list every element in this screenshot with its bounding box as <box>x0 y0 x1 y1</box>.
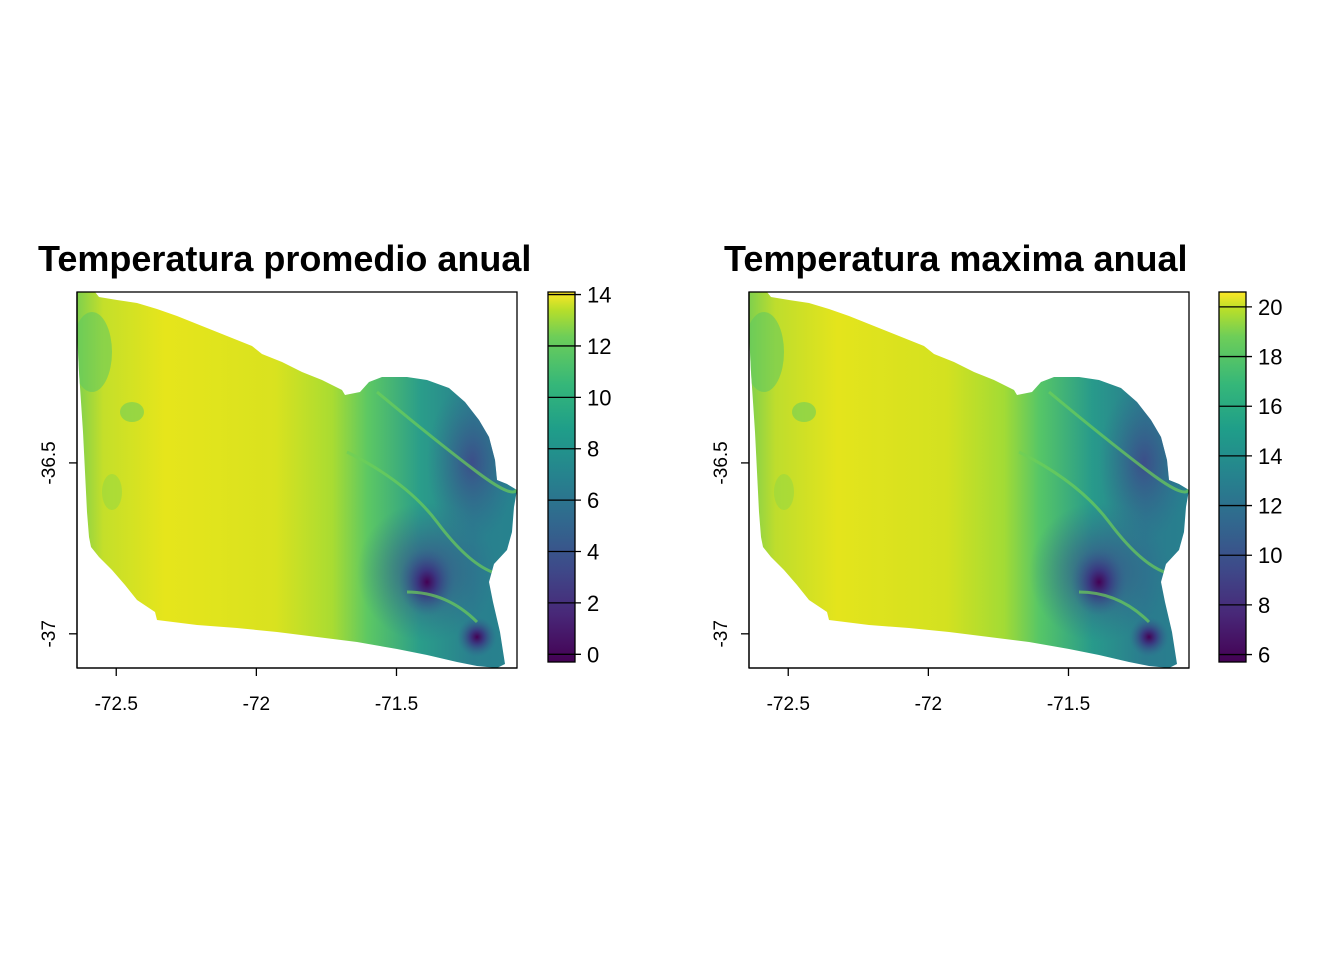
legend-tick-label: 2 <box>587 591 599 616</box>
panel-title: Temperatura promedio anual <box>38 238 531 279</box>
legend-tick-label: 14 <box>587 283 611 308</box>
y-axis: -36.5 -37 <box>711 292 750 668</box>
legend-tick-label: 18 <box>1258 345 1282 370</box>
legend-tick-label: 8 <box>587 437 599 462</box>
legend-tick-label: 16 <box>1258 394 1282 419</box>
legend-tick-label: 8 <box>1258 593 1270 618</box>
x-tick-label: -72.5 <box>767 694 810 715</box>
y-axis: -36.5 -37 <box>39 292 78 668</box>
legend-tick-label: 10 <box>1258 543 1282 568</box>
legend-colorbar <box>547 291 576 663</box>
raster-map <box>77 292 517 668</box>
legend-tick-label: 6 <box>587 488 599 513</box>
legend-tick-label: 12 <box>1258 494 1282 519</box>
map-panel-temperatura-maxima: Temperatura maxima anual -72.5 -72 -71.5 -… <box>711 238 1282 715</box>
legend-tick-label: 0 <box>587 642 599 667</box>
y-tick-label: -36.5 <box>711 441 732 484</box>
legend-tick-label: 6 <box>1258 643 1270 668</box>
panel-title: Temperatura maxima anual <box>724 238 1188 279</box>
y-tick-label: -36.5 <box>39 441 60 484</box>
y-tick-label: -37 <box>711 620 732 647</box>
legend-tick-label: 4 <box>587 540 599 565</box>
legend-tick-label: 10 <box>587 385 611 410</box>
color-legend: 6 8 10 12 14 16 18 20 <box>1218 291 1282 668</box>
legend-colorbar <box>1218 291 1247 663</box>
legend-tick-label: 14 <box>1258 444 1282 469</box>
raster-map <box>749 292 1189 668</box>
x-tick-label: -72.5 <box>95 694 138 715</box>
x-axis: -72.5 -72 -71.5 <box>749 667 1189 715</box>
x-axis: -72.5 -72 -71.5 <box>77 667 517 715</box>
map-panel-temperatura-promedio: Temperatura promedio anual -72.5 -72 -71.5… <box>38 238 611 715</box>
x-tick-label: -71.5 <box>375 694 418 715</box>
legend-tick-label: 20 <box>1258 295 1282 320</box>
x-tick-label: -71.5 <box>1047 694 1090 715</box>
x-tick-label: -72 <box>243 694 270 715</box>
legend-tick-label: 12 <box>587 334 611 359</box>
y-tick-label: -37 <box>39 620 60 647</box>
color-legend: 0 2 4 6 8 10 12 14 <box>547 283 611 667</box>
x-tick-label: -72 <box>915 694 942 715</box>
